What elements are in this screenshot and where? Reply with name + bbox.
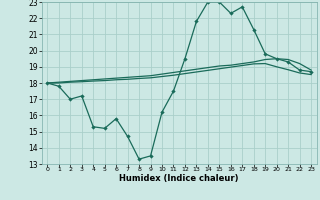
X-axis label: Humidex (Indice chaleur): Humidex (Indice chaleur) <box>119 174 239 183</box>
